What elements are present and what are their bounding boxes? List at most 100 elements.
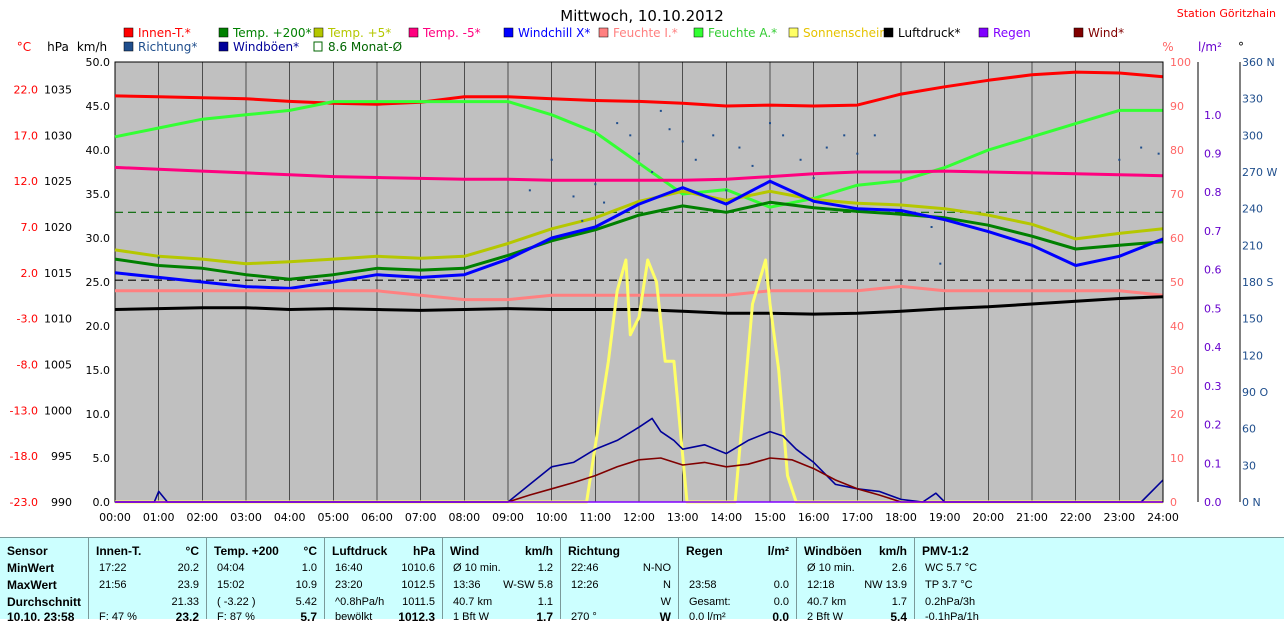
cell-label: F: 87 %: [217, 611, 255, 623]
legend-item-sonnenschein: Sonnenschein: [788, 26, 887, 40]
legend-label: Luftdruck*: [898, 26, 961, 40]
series-temp-5: [114, 189, 1164, 266]
time-tick-label: 03:00: [230, 511, 262, 524]
time-tick-label: 05:00: [317, 511, 349, 524]
cell-label: -0.1hPa/1h: [925, 611, 979, 623]
column-unit: km/h: [524, 544, 553, 558]
cell-label: F: 47 %: [99, 611, 137, 623]
cell-value: 23.9: [177, 579, 199, 591]
legend-item-windchill-x: Windchill X*: [503, 26, 590, 40]
direction-point: [668, 128, 671, 131]
hpa-tick-label: 1025: [44, 175, 72, 188]
hpa-tick-label: 1020: [44, 221, 72, 234]
column-header: Sensor: [7, 544, 48, 558]
cell-label: 23:58: [689, 579, 717, 591]
direction-point: [629, 134, 632, 137]
time-tick-label: 22:00: [1060, 511, 1092, 524]
legend-swatch: [313, 27, 324, 38]
kmh-tick-label: 35.0: [86, 188, 111, 201]
cell-label: 21:56: [99, 579, 127, 591]
column-header: Regen: [686, 544, 723, 558]
direction-point: [930, 226, 933, 228]
legend-item-richtung: Richtung*: [123, 40, 197, 54]
cell-label: 270 °: [571, 611, 597, 623]
legend-item-innen-t: Innen-T.*: [123, 26, 191, 40]
cell-value: 21.33: [171, 596, 199, 608]
legend-item-temp-5: Temp. -5*: [408, 26, 481, 40]
stats-column-luftdruck: Luftdruck hPa 16:40 1010.6 23:20 1012.5 ^0.8hP…: [324, 538, 443, 624]
time-tick-label: 19:00: [929, 511, 961, 524]
legend-swatch: [123, 41, 134, 52]
direction-point: [1157, 152, 1160, 155]
dir-tick-label: 360 N: [1242, 56, 1275, 69]
cell-label: 0.2hPa/3h: [925, 596, 976, 608]
time-tick-label: 18:00: [885, 511, 917, 524]
unit-degree: °: [1238, 40, 1244, 54]
legend-label: Windchill X*: [518, 26, 590, 40]
hpa-tick-label: 990: [51, 496, 72, 509]
pct-tick-label: 0: [1170, 496, 1177, 509]
rain-tick-label: 1.0: [1204, 109, 1222, 122]
hpa-tick-label: 1010: [44, 313, 72, 326]
cell-value: 1.0: [301, 562, 317, 574]
cell-label: 40.7 km: [453, 596, 493, 608]
time-tick-label: 12:00: [623, 511, 655, 524]
cell-label: 15:02: [217, 579, 245, 591]
temp-tick-label: 7.0: [21, 221, 39, 234]
cell-label: 13:36: [453, 579, 481, 591]
time-tick-label: 01:00: [143, 511, 175, 524]
cell-label: 0.0 l/m²: [689, 611, 726, 623]
column-header: Temp. +200: [214, 544, 279, 558]
direction-point: [873, 134, 876, 137]
cell-value: 2.6: [891, 562, 907, 574]
dir-tick-label: 120: [1242, 349, 1263, 362]
cell-value: N: [663, 579, 671, 591]
cell-value: 1.1: [537, 596, 553, 608]
cell-value: 1011.5: [402, 596, 435, 608]
legend-label: Feuchte A.*: [708, 26, 777, 40]
temp-tick-label: 17.0: [14, 129, 39, 142]
cell-value: 1.7: [536, 610, 553, 624]
direction-point: [681, 140, 684, 143]
direction-point: [651, 171, 654, 173]
kmh-tick-label: 50.0: [86, 56, 111, 69]
unit-celsius: °C: [17, 40, 31, 54]
hpa-tick-label: 1000: [44, 404, 72, 417]
dir-tick-label: 0 N: [1242, 496, 1261, 509]
pct-tick-label: 70: [1170, 188, 1184, 201]
cell-value: 0.0: [772, 610, 789, 624]
cell-value: 1010.6: [401, 562, 435, 574]
time-tick-label: 13:00: [667, 511, 699, 524]
cell-value: 5.7: [300, 610, 317, 624]
direction-point: [799, 158, 802, 161]
direction-point: [712, 134, 715, 137]
legend-label: Temp. +200*: [232, 26, 312, 40]
legend-label: Richtung*: [138, 40, 197, 54]
cell-value: N-NO: [642, 562, 671, 574]
dir-tick-label: 150: [1242, 313, 1263, 326]
cell-value: W: [659, 610, 671, 624]
direction-point: [581, 219, 584, 222]
cell-value: 1012.5: [401, 579, 435, 591]
pct-tick-label: 40: [1170, 320, 1184, 333]
pct-tick-label: 30: [1170, 364, 1184, 377]
stats-table: Sensor MinWert MaxWert Durchschnitt 10.10. 2…: [0, 537, 1284, 624]
series-wind: [115, 457, 1163, 503]
weather-chart: Mittwoch, 10.10.2012 Station Göritzhain …: [9, 7, 1278, 524]
series-temp-200: [114, 200, 1164, 281]
direction-point: [659, 109, 662, 112]
column-header: Wind: [450, 544, 480, 558]
rain-tick-label: 0.6: [1204, 264, 1222, 277]
time-tick-label: 16:00: [798, 511, 830, 524]
legend: Innen-T.*Richtung* Temp. +200*Windböen* Te…: [123, 26, 1124, 54]
cell-label: ( -3.22 ): [217, 596, 256, 608]
direction-point: [638, 152, 640, 155]
column-header: Windböen: [804, 544, 862, 558]
legend-swatch: [503, 27, 514, 38]
cell-label: 22:46: [571, 562, 599, 574]
direction-point: [157, 256, 160, 259]
cell-label: MinWert: [7, 561, 55, 575]
legend-item-luftdruck: Luftdruck*: [883, 26, 961, 40]
legend-swatch: [218, 41, 229, 52]
series-temp-5: [114, 165, 1164, 182]
